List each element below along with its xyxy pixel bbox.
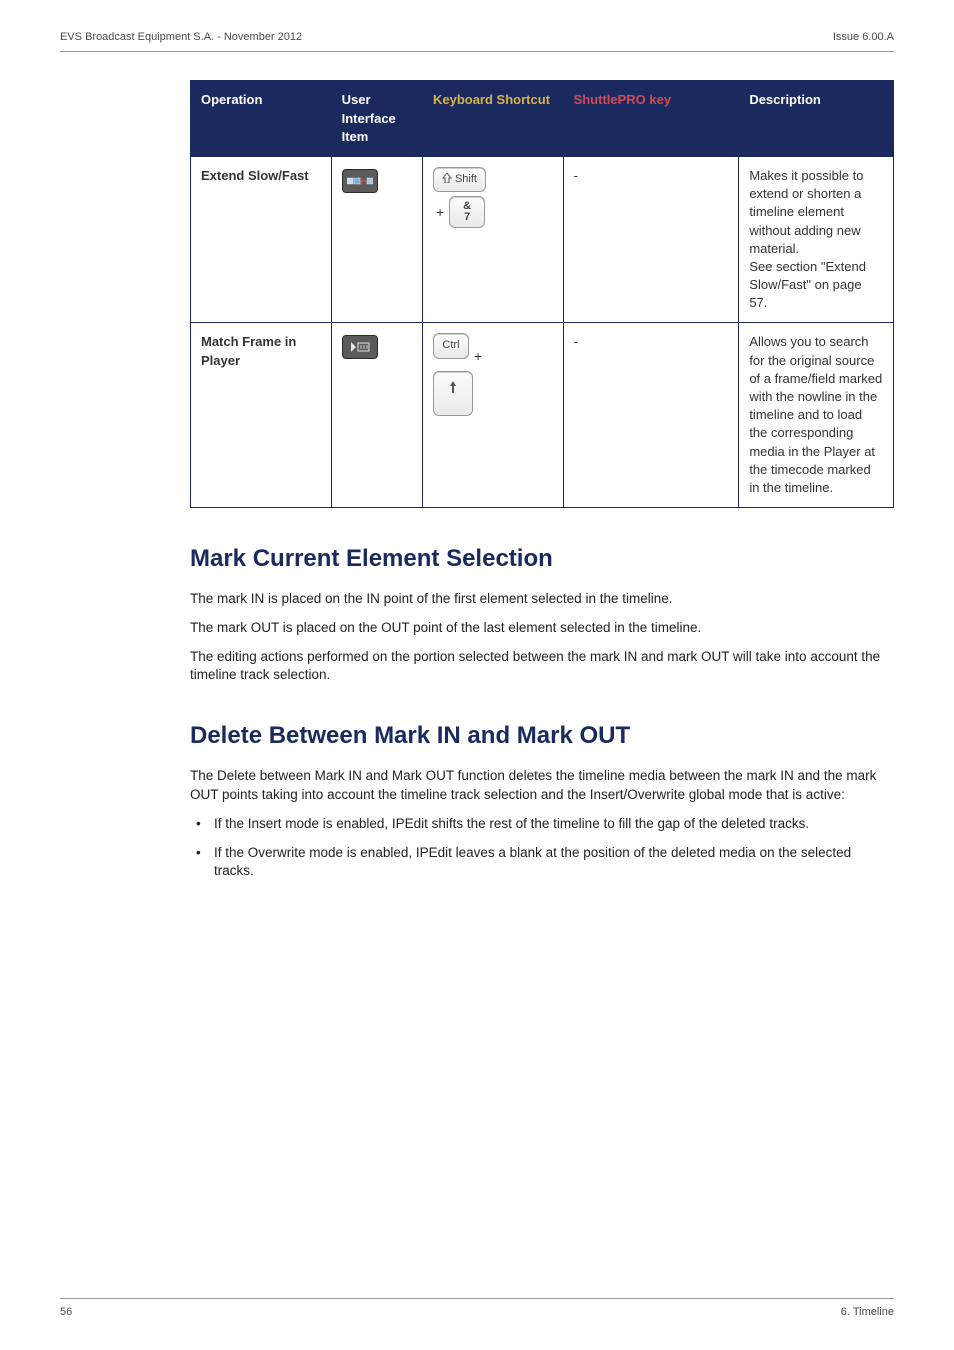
row-keyboard-cell: Shift + & 7 (422, 156, 563, 323)
up-arrow-key-icon (433, 371, 473, 416)
footer-left: 56 (60, 1305, 72, 1320)
ctrl-label: Ctrl (442, 339, 459, 351)
row-operation: Match Frame in Player (191, 323, 332, 508)
row-shuttle: - (563, 323, 739, 508)
match-frame-icon (342, 335, 378, 359)
desc-text-0: Makes it possible to extend or shorten a… (749, 167, 883, 313)
th-shuttle: ShuttlePRO key (563, 81, 739, 157)
ctrl-key-icon: Ctrl (433, 333, 469, 358)
desc-text-1: Allows you to search for the original so… (749, 333, 883, 497)
header-left: EVS Broadcast Equipment S.A. - November … (60, 30, 302, 45)
section1-p2: The mark OUT is placed on the OUT point … (190, 619, 894, 638)
section-title-delete: Delete Between Mark IN and Mark OUT (190, 719, 894, 753)
row-description: Allows you to search for the original so… (739, 323, 894, 508)
th-operation: Operation (191, 81, 332, 157)
key-bottom: 7 (458, 212, 476, 223)
shift-label: Shift (455, 173, 477, 185)
th-ui: User Interface Item (331, 81, 422, 157)
page-header: EVS Broadcast Equipment S.A. - November … (60, 30, 894, 52)
table-row: Extend Slow/Fast (191, 156, 894, 323)
main-content: Operation User Interface Item Keyboard S… (190, 80, 894, 881)
table-row: Match Frame in Player (191, 323, 894, 508)
extend-slow-fast-icon (342, 169, 378, 193)
shift-key-icon: Shift (433, 167, 486, 192)
row-ui-cell (331, 323, 422, 508)
section2-p1: The Delete between Mark IN and Mark OUT … (190, 767, 894, 805)
table-header-row: Operation User Interface Item Keyboard S… (191, 81, 894, 157)
header-right: Issue 6.00.A (833, 30, 894, 45)
section1-p3: The editing actions performed on the por… (190, 648, 894, 686)
bullet-list: If the Insert mode is enabled, IPEdit sh… (190, 815, 894, 882)
page-footer: 56 6. Timeline (60, 1298, 894, 1320)
plus-sign: + (433, 203, 447, 223)
row-keyboard-cell: Ctrl + (422, 323, 563, 508)
section-title-mark: Mark Current Element Selection (190, 542, 894, 576)
ampersand-7-key-icon: & 7 (449, 196, 485, 228)
th-description: Description (739, 81, 894, 157)
row-description: Makes it possible to extend or shorten a… (739, 156, 894, 323)
shortcuts-table: Operation User Interface Item Keyboard S… (190, 80, 894, 508)
row-ui-cell (331, 156, 422, 323)
footer-right: 6. Timeline (841, 1305, 894, 1320)
bullet-item: If the Overwrite mode is enabled, IPEdit… (190, 844, 894, 882)
th-keyboard: Keyboard Shortcut (422, 81, 563, 157)
row-shuttle: - (563, 156, 739, 323)
plus-sign: + (471, 347, 485, 367)
section1-p1: The mark IN is placed on the IN point of… (190, 590, 894, 609)
row-operation: Extend Slow/Fast (191, 156, 332, 323)
bullet-item: If the Insert mode is enabled, IPEdit sh… (190, 815, 894, 834)
